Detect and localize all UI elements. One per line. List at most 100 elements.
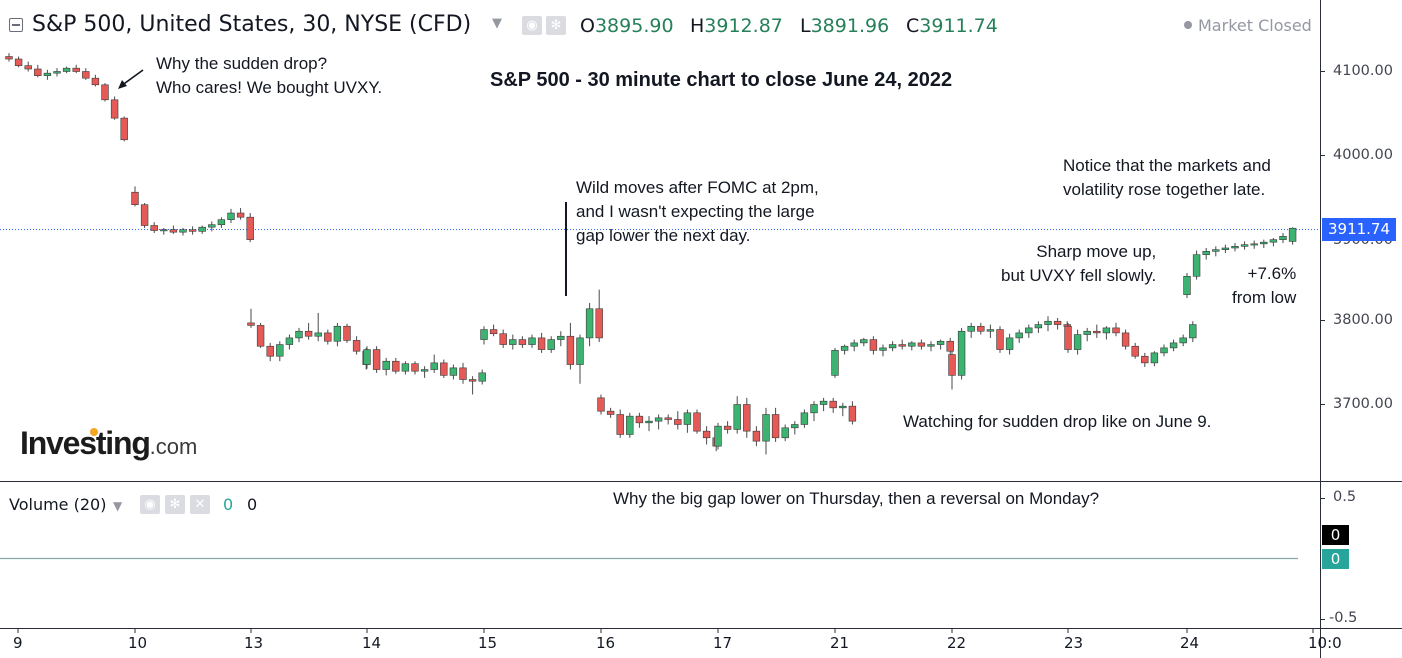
candle-up [62, 67, 71, 72]
low-value: 3891.96 [810, 15, 890, 37]
candle-up [714, 425, 722, 447]
candle-down [91, 77, 100, 86]
candle-down [72, 67, 80, 72]
candle-down [24, 65, 32, 70]
candle-up [810, 404, 818, 414]
collapse-icon[interactable] [9, 18, 23, 32]
candle-down [1131, 345, 1139, 357]
candle-down [743, 404, 751, 432]
candle-up [1025, 327, 1033, 334]
annotation-percent-gain: +7.6% from low [1232, 264, 1297, 308]
ohlc-open: O3895.90 [580, 15, 674, 37]
candle-up [683, 412, 692, 425]
close-label: C [906, 15, 920, 37]
candle-up [480, 329, 488, 340]
candle-up [509, 339, 517, 345]
volume-badge-bottom: 0 [1322, 549, 1349, 569]
candle-down [188, 229, 197, 232]
candle-up [839, 405, 847, 409]
candle-up [1102, 327, 1111, 334]
candle-down [343, 325, 351, 341]
candle-down [101, 84, 109, 101]
candle-up [654, 417, 663, 422]
candle-up [986, 329, 995, 332]
candle-down [977, 325, 985, 332]
volume-axis-tick: -0.5 [1329, 610, 1358, 626]
candle-up [791, 424, 799, 429]
candle-down [664, 417, 672, 420]
candle-down [5, 56, 13, 60]
candle-up [420, 369, 429, 372]
annotation-drop-question: Why the sudden drop? Who cares! We bough… [156, 54, 383, 98]
candle-up [1202, 251, 1210, 255]
dropdown-caret-icon[interactable]: ▼ [113, 499, 123, 513]
candle-up [733, 404, 741, 430]
time-axis-label: 13 [244, 634, 264, 652]
candle-down [1093, 330, 1101, 334]
eye-icon[interactable]: ◉ [522, 16, 542, 35]
high-label: H [690, 15, 705, 37]
candle-up [314, 332, 322, 337]
candle-down [392, 360, 400, 372]
candle-up [819, 400, 828, 405]
candle-down [674, 419, 682, 425]
candle-down [1053, 320, 1062, 325]
candle-down [499, 333, 507, 345]
candle-down [771, 414, 780, 439]
candle-down [468, 379, 477, 382]
gear-icon[interactable]: ✻ [165, 495, 185, 514]
candle-up [382, 360, 390, 370]
candle-up [927, 344, 935, 347]
status-dot-icon [1184, 20, 1192, 29]
close-icon[interactable]: ✕ [190, 495, 210, 514]
time-axis-label: 9 [13, 634, 23, 652]
candle-down [616, 414, 624, 435]
candle-up [1212, 249, 1220, 252]
candle-down [82, 71, 90, 79]
volume-title[interactable]: Volume (20) [9, 495, 107, 514]
candle-down [440, 362, 448, 376]
candle-down [917, 342, 926, 347]
logo-brand: Investing [20, 425, 151, 461]
symbol-title[interactable]: S&P 500, United States, 30, NYSE (CFD) [32, 12, 472, 37]
candle-up [1279, 236, 1287, 240]
open-value: 3895.90 [594, 15, 674, 37]
candle-up [547, 339, 555, 350]
candle-down [537, 337, 546, 350]
candle-up [1260, 241, 1268, 245]
candle-up [285, 337, 294, 345]
candle-up [43, 72, 52, 76]
time-axis-label: 10 [128, 634, 148, 652]
volume-value: 0 [247, 495, 258, 514]
candle-down [411, 363, 419, 372]
candle-down [140, 204, 149, 226]
candle-up [1034, 324, 1043, 329]
candle-up [762, 414, 770, 442]
candle-up [198, 226, 206, 232]
candle-up [1015, 332, 1023, 339]
candle-up [908, 342, 916, 347]
candle-up [1160, 347, 1168, 354]
candle-up [888, 344, 897, 349]
candle-up [936, 340, 945, 345]
candles-layer [5, 53, 1297, 455]
annotation-watching: Watching for sudden drop like on June 9. [903, 412, 1212, 431]
annotation-fomc: Wild moves after FOMC at 2pm, and I wasn… [576, 178, 819, 246]
candle-down [169, 229, 178, 233]
candle-down [829, 400, 837, 409]
candle-up [840, 345, 849, 351]
candle-up [1179, 337, 1187, 344]
open-label: O [580, 15, 595, 37]
dropdown-caret-icon[interactable]: ▼ [492, 16, 502, 31]
volume-value-green: 0 [223, 495, 234, 514]
eye-icon[interactable]: ◉ [140, 495, 160, 514]
ohlc-high: H3912.87 [690, 15, 783, 37]
gear-icon[interactable]: ✻ [546, 16, 566, 35]
candle-down [14, 58, 23, 66]
candle-down [324, 332, 332, 342]
time-axis-label: 10:0 [1308, 634, 1342, 652]
time-axis-label: 17 [713, 634, 733, 652]
candle-up [160, 229, 168, 232]
